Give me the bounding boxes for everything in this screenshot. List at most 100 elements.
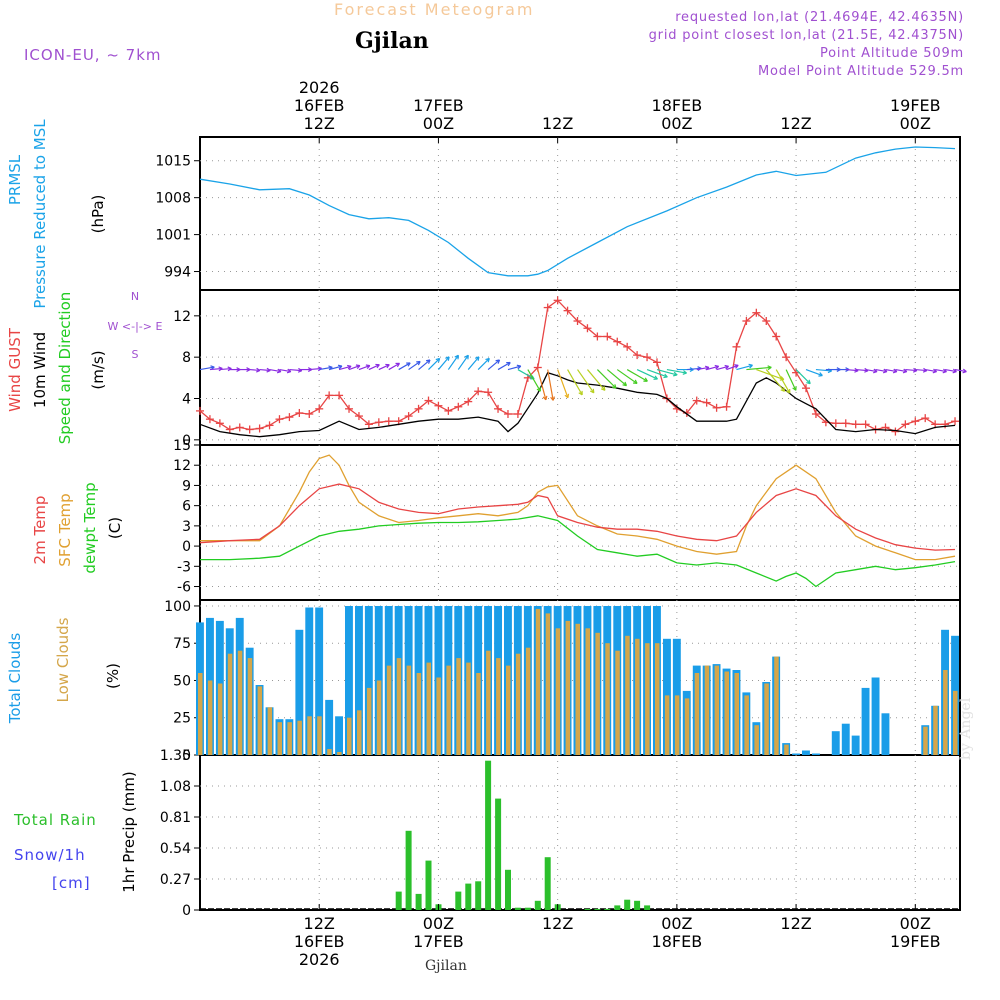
wind-arrow-shaft bbox=[845, 368, 859, 372]
gust-marker bbox=[285, 413, 294, 422]
bottom-time-label: 2026 bbox=[299, 950, 340, 969]
wind-arrow bbox=[716, 364, 729, 371]
sfc-temp-label: SFC Temp bbox=[56, 493, 74, 566]
gust-marker bbox=[702, 398, 711, 407]
wind-arrow bbox=[229, 367, 241, 373]
wind-arrow-shaft bbox=[447, 354, 459, 370]
gust-marker bbox=[573, 317, 582, 325]
y-tick-label: 0 bbox=[182, 539, 191, 555]
wind-arrow bbox=[646, 369, 668, 379]
y-tick-label: 0.81 bbox=[160, 810, 191, 826]
low-cloud-bar bbox=[595, 632, 600, 755]
y-tick-label: 1001 bbox=[155, 228, 191, 244]
wind-arrow-head bbox=[683, 370, 687, 374]
y-tick-label: 0 bbox=[182, 903, 191, 919]
total-cloud-bar bbox=[802, 750, 810, 755]
temp-unit-label: (C) bbox=[106, 517, 124, 539]
wind-arrow bbox=[477, 357, 490, 370]
wind-arrow bbox=[746, 365, 772, 371]
top-time-label: 00Z bbox=[423, 114, 454, 133]
wind-arrow-shaft bbox=[646, 369, 668, 378]
wind-arrow-head bbox=[347, 364, 352, 367]
wind-arrow-shaft bbox=[815, 368, 832, 372]
low-cloud-bar bbox=[456, 658, 461, 755]
low-cloud-bar bbox=[386, 665, 392, 755]
wind-arrow-shaft bbox=[805, 369, 823, 377]
bottom-time-label: 00Z bbox=[423, 914, 454, 933]
wind-arrow-shaft bbox=[309, 367, 322, 371]
wind-arrow-shaft bbox=[319, 366, 333, 371]
rain-bar bbox=[604, 908, 611, 910]
wind-arrow-head bbox=[337, 364, 343, 367]
low-cloud-bar bbox=[694, 673, 700, 755]
rain-bar bbox=[594, 908, 601, 910]
top-time-label: 18FEB bbox=[652, 96, 703, 115]
wind-arrow-shaft bbox=[746, 366, 772, 371]
wind-arrow-shaft bbox=[537, 369, 547, 400]
y-tick-label: 4 bbox=[182, 392, 191, 408]
top-time-label: 19FEB bbox=[890, 96, 941, 115]
low-cloud-bar bbox=[237, 650, 243, 755]
low-cloud-bar bbox=[287, 722, 292, 755]
low-cloud-bar bbox=[734, 673, 739, 755]
total-cloud-bar bbox=[861, 687, 870, 755]
y-tick-label: 0 bbox=[182, 748, 191, 764]
total-cloud-bar bbox=[335, 716, 343, 756]
wind-arrow-shaft bbox=[517, 369, 535, 380]
y-tick-label: 3 bbox=[182, 519, 191, 535]
gust-marker bbox=[762, 317, 771, 325]
wind-arrow-shaft bbox=[616, 369, 638, 384]
total-cloud-bar bbox=[305, 607, 314, 755]
wind-arrow-head bbox=[903, 368, 908, 373]
low-cloud-bar bbox=[396, 658, 402, 755]
top-time-label: 2026 bbox=[299, 78, 340, 97]
dewpt-temp-label: dewpt Temp bbox=[81, 482, 99, 573]
bottom-time-label: 00Z bbox=[900, 914, 931, 933]
wind-arrow bbox=[596, 369, 617, 389]
wind-arrow-head bbox=[464, 354, 469, 358]
total-cloud-bar bbox=[345, 606, 353, 755]
gust-marker bbox=[275, 415, 284, 424]
low-cloud-bar bbox=[635, 638, 640, 756]
rain-bar bbox=[624, 899, 631, 910]
wind-arrow-head bbox=[474, 356, 480, 359]
wind-arrow-head bbox=[724, 364, 729, 367]
low-cloud-bar bbox=[714, 665, 720, 755]
low-cloud-bar bbox=[645, 643, 650, 755]
low-cloud-bar bbox=[625, 635, 630, 755]
low-cloud-bar bbox=[247, 658, 253, 755]
gust-marker bbox=[305, 410, 314, 418]
gust-marker bbox=[951, 417, 960, 426]
wind-arrow-head bbox=[516, 364, 521, 367]
wind-arrow-shaft bbox=[944, 368, 957, 373]
wind-arrow-shaft bbox=[199, 366, 215, 371]
wind-arrow bbox=[736, 363, 753, 371]
wind-arrow-head bbox=[734, 364, 739, 366]
low-cloud-bar bbox=[515, 653, 521, 755]
gust-marker bbox=[325, 391, 334, 400]
temp-2m-label: 2m Temp bbox=[31, 496, 49, 565]
wind-arrow-shaft bbox=[547, 369, 554, 401]
wind-arrow-head bbox=[218, 366, 223, 370]
wind-arrow-shaft bbox=[388, 362, 400, 371]
panel-4: 0 25 50 75 100 bbox=[164, 599, 961, 764]
top-time-label: 00Z bbox=[661, 114, 692, 133]
wind-arrow bbox=[765, 369, 786, 392]
low-cloud-bar bbox=[446, 665, 451, 755]
low-cloud-bar bbox=[764, 683, 769, 755]
low-cloud-bar bbox=[923, 726, 928, 755]
y-tick-label: 0.27 bbox=[160, 872, 191, 888]
gust-marker bbox=[692, 396, 701, 405]
wind-arrow bbox=[348, 364, 361, 371]
y-tick-label: 994 bbox=[164, 265, 191, 281]
low-cloud-bar bbox=[416, 673, 422, 755]
pressure-label-line1: PRMSL bbox=[6, 154, 24, 205]
wind-arrow-shaft bbox=[865, 368, 878, 373]
wind-arrow bbox=[497, 361, 511, 371]
wind-arrow-shaft bbox=[626, 369, 648, 382]
total-cloud-bar bbox=[871, 677, 880, 755]
chart-subtitle: Forecast Meteogram bbox=[334, 0, 535, 19]
gust-marker bbox=[384, 417, 393, 426]
y-tick-label: 1015 bbox=[155, 154, 191, 170]
wind-arrow bbox=[586, 369, 606, 391]
